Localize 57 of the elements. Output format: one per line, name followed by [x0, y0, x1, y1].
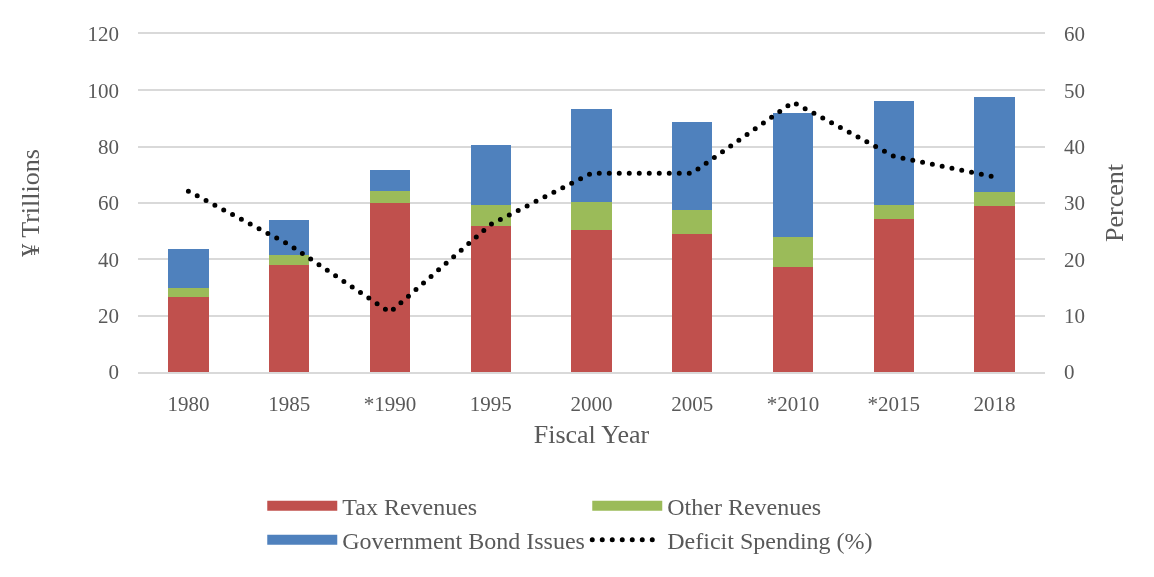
bar [168, 248, 209, 289]
bar [974, 192, 1015, 206]
y-tick-label: 80 [98, 135, 119, 160]
x-tick-label: 2018 [973, 392, 1016, 417]
bar [571, 202, 612, 231]
x-axis-title: Fiscal Year [533, 420, 650, 450]
y2-tick-label: 40 [1064, 135, 1085, 160]
bar [269, 264, 310, 372]
y-tick-label: 100 [87, 78, 119, 103]
bar [168, 297, 209, 372]
bar [470, 205, 511, 227]
y-tick-label: 20 [98, 304, 119, 329]
bar [168, 288, 209, 298]
x-tick-label: *2015 [867, 392, 921, 417]
x-tick-label: 1985 [268, 392, 311, 417]
bar [873, 100, 914, 206]
bar [369, 202, 411, 372]
y-tick-label: 40 [98, 247, 119, 272]
x-tick-label: 2005 [671, 392, 714, 417]
legend-label: Tax Revenues [342, 494, 478, 520]
bar [470, 145, 511, 206]
y2-tick-label: 20 [1064, 247, 1085, 272]
x-tick-label: *2010 [766, 392, 820, 417]
y-tick-label: 60 [98, 191, 119, 216]
x-tick-label: 1980 [167, 392, 210, 417]
bar [873, 218, 914, 372]
bar [269, 255, 310, 265]
y2-tick-label: 10 [1064, 304, 1085, 329]
legend-label: Deficit Spending (%) [667, 528, 873, 555]
x-tick-label: 2000 [570, 392, 613, 417]
bar [672, 209, 713, 235]
y-tick-label: 120 [87, 22, 119, 47]
bar [772, 112, 814, 238]
bar [571, 109, 612, 203]
bar [369, 170, 411, 192]
x-tick-label: 1995 [469, 392, 512, 417]
y-tick-label: 0 [108, 360, 119, 385]
y2-tick-label: 60 [1064, 22, 1085, 47]
y-axis-title: ¥ Trillions [15, 149, 45, 257]
bar [974, 205, 1015, 372]
bar [672, 121, 713, 210]
bar [269, 220, 310, 256]
legend-label: Other Revenues [667, 494, 822, 520]
bar [369, 191, 411, 203]
bar [672, 234, 713, 372]
bar [974, 97, 1015, 193]
bar [772, 237, 814, 267]
x-tick-label: *1990 [363, 392, 417, 417]
bar [571, 230, 612, 372]
bar [772, 266, 814, 372]
y2-tick-label: 50 [1064, 78, 1085, 103]
y2-tick-label: 30 [1064, 191, 1085, 216]
y2-tick-label: 0 [1064, 360, 1075, 385]
bar [470, 226, 511, 372]
legend-label: Government Bond Issues [342, 528, 585, 555]
y2-axis-title: Percent [1099, 163, 1129, 242]
bar [873, 205, 914, 219]
